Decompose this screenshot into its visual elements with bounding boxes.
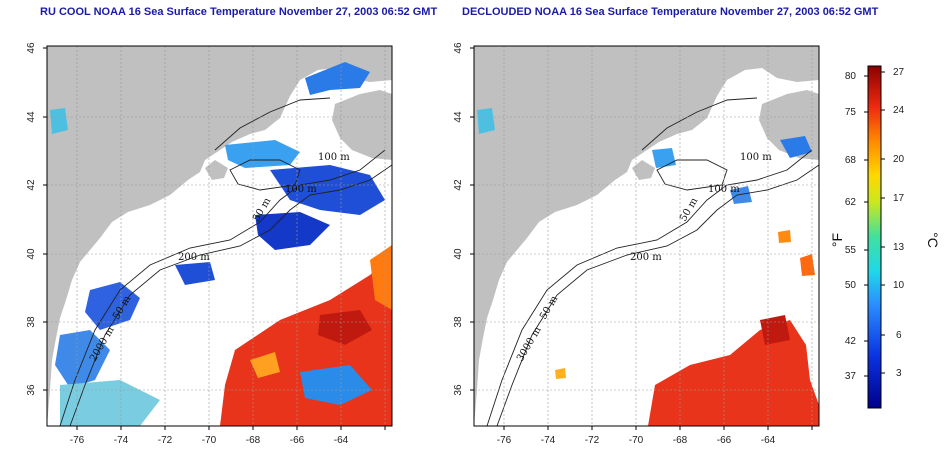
right-lon-tick-label: -74 [541, 435, 556, 446]
celsius-tick-label: 10 [893, 280, 905, 291]
right-map-frame [473, 45, 820, 427]
left-contour-label-1: 100 m [318, 152, 350, 163]
left-lat-tick-label: 42 [26, 179, 37, 191]
right-lat-tick-label: 36 [453, 384, 464, 396]
right-lat-tick-label: 40 [453, 248, 464, 260]
left-lat-tick-label: 40 [26, 248, 37, 260]
right-map-cold-sst [477, 108, 812, 204]
fahrenheit-tick-label: 50 [845, 280, 857, 291]
right-map-tick-marks [470, 47, 813, 430]
fahrenheit-unit-label: °F [829, 233, 845, 247]
left-lon-tick-label: -72 [158, 435, 173, 446]
left-lon-tick-label: -76 [70, 435, 85, 446]
left-map-lon-labels: -76 -74 -72 -70 -68 -66 -64 [70, 435, 349, 446]
temperature-colorbar: 80 75 68 62 55 50 42 37 27 24 20 17 13 1… [829, 65, 941, 409]
celsius-tick-label: 17 [893, 193, 905, 204]
colorbar-gradient [867, 65, 882, 409]
right-lon-tick-label: -70 [629, 435, 644, 446]
right-lon-tick-label: -68 [673, 435, 688, 446]
left-map-cold-sst [50, 62, 385, 426]
left-lat-tick-label: 46 [26, 42, 37, 54]
right-lon-tick-label: -72 [585, 435, 600, 446]
colorbar-celsius-labels: 27 24 20 17 13 10 6 3 [893, 67, 905, 379]
right-lon-tick-label: -64 [761, 435, 776, 446]
right-lon-tick-label: -76 [497, 435, 512, 446]
fahrenheit-tick-label: 75 [845, 107, 857, 118]
left-lat-tick-label: 38 [26, 316, 37, 328]
left-map-land-cape-cod [205, 160, 228, 180]
celsius-tick-label: 24 [893, 105, 905, 116]
right-map-warm-sst [555, 230, 819, 426]
fahrenheit-tick-label: 80 [845, 71, 857, 82]
left-lat-tick-label: 44 [26, 111, 37, 123]
celsius-unit-label: °C [925, 232, 941, 248]
left-lat-tick-label: 36 [26, 384, 37, 396]
right-lat-tick-label: 38 [453, 316, 464, 328]
right-map-bathymetry-contours [486, 97, 819, 426]
celsius-tick-label: 3 [896, 368, 902, 379]
left-map-graticule [47, 46, 392, 426]
fahrenheit-tick-label: 62 [845, 197, 857, 208]
left-map-warm-sst [220, 245, 392, 426]
right-map-lon-labels: -76 -74 -72 -70 -68 -66 -64 [497, 435, 776, 446]
right-map-panel: 100 m 100 m 50 m 200 m 50 m 3000 m -76 -… [453, 42, 820, 446]
right-map-title: DECLOUDED NOAA 16 Sea Surface Temperatur… [462, 6, 879, 18]
celsius-tick-label: 6 [896, 330, 902, 341]
colorbar-fahrenheit-labels: 80 75 68 62 55 50 42 37 [845, 71, 857, 382]
left-map-bathymetry-contours [59, 97, 392, 426]
left-map-lat-labels: 46 44 42 40 38 36 [26, 42, 37, 396]
left-map-tick-marks [43, 47, 386, 430]
fahrenheit-tick-label: 68 [845, 155, 857, 166]
left-lon-tick-label: -64 [334, 435, 349, 446]
right-map-graticule [474, 46, 819, 426]
left-map-title: RU COOL NOAA 16 Sea Surface Temperature … [40, 6, 438, 18]
left-lon-tick-label: -70 [202, 435, 217, 446]
left-lon-tick-label: -74 [114, 435, 129, 446]
right-map-lat-labels: 46 44 42 40 38 36 [453, 42, 464, 396]
right-lat-tick-label: 42 [453, 179, 464, 191]
fahrenheit-tick-label: 55 [845, 245, 857, 256]
left-map-panel: 100 m 100 m 50 m 200 m 50 m 2000 m -76 -… [26, 42, 393, 446]
celsius-tick-label: 20 [893, 154, 905, 165]
left-lon-tick-label: -68 [246, 435, 261, 446]
fahrenheit-tick-label: 37 [845, 371, 857, 382]
left-lon-tick-label: -66 [290, 435, 305, 446]
left-map-land [47, 46, 392, 426]
right-contour-label-4: 200 m [630, 252, 662, 263]
celsius-tick-label: 27 [893, 67, 905, 78]
right-map-land [474, 46, 819, 426]
left-map-frame [46, 45, 393, 427]
right-contour-label-2: 100 m [708, 184, 740, 195]
celsius-tick-label: 13 [893, 242, 905, 253]
fahrenheit-tick-label: 42 [845, 336, 857, 347]
right-lat-tick-label: 44 [453, 111, 464, 123]
left-contour-label-4: 200 m [178, 252, 210, 263]
right-lon-tick-label: -66 [717, 435, 732, 446]
left-map-land-nova-scotia [332, 90, 392, 160]
colorbar-tick-marks [864, 71, 885, 377]
right-contour-label-1: 100 m [740, 152, 772, 163]
right-map-land-cape-cod [632, 160, 655, 180]
right-lat-tick-label: 46 [453, 42, 464, 54]
left-contour-label-2: 100 m [285, 184, 317, 195]
